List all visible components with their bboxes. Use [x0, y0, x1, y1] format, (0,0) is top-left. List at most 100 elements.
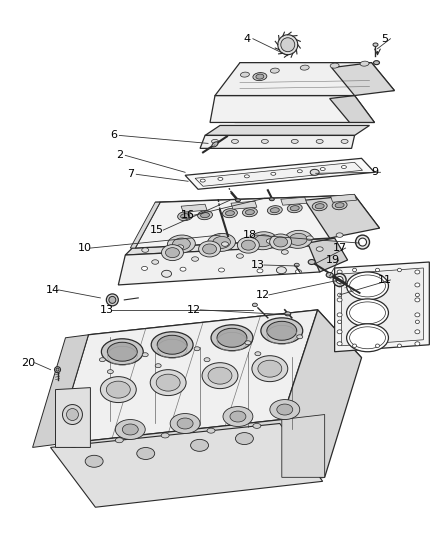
Polygon shape [308, 238, 347, 272]
Ellipse shape [347, 299, 388, 327]
Ellipse shape [177, 418, 193, 429]
Ellipse shape [397, 268, 402, 272]
Ellipse shape [255, 352, 261, 356]
Ellipse shape [162, 270, 172, 277]
Text: 20: 20 [21, 358, 36, 368]
Ellipse shape [308, 260, 315, 264]
Ellipse shape [236, 433, 253, 445]
Ellipse shape [336, 277, 343, 284]
Ellipse shape [253, 303, 257, 306]
Ellipse shape [291, 140, 298, 143]
Ellipse shape [320, 167, 325, 171]
Polygon shape [181, 204, 207, 212]
Ellipse shape [180, 214, 190, 219]
Polygon shape [55, 419, 325, 502]
Ellipse shape [99, 358, 105, 362]
Ellipse shape [237, 237, 259, 253]
Ellipse shape [336, 233, 343, 237]
Ellipse shape [261, 318, 303, 344]
Ellipse shape [157, 335, 187, 354]
Text: 16: 16 [181, 210, 195, 220]
Text: 12: 12 [187, 305, 201, 315]
Ellipse shape [310, 169, 319, 175]
Ellipse shape [106, 381, 130, 398]
Polygon shape [342, 268, 423, 346]
Ellipse shape [85, 455, 103, 467]
Ellipse shape [191, 439, 208, 451]
Polygon shape [55, 387, 90, 447]
Ellipse shape [101, 377, 136, 402]
Polygon shape [88, 310, 361, 383]
Polygon shape [130, 202, 160, 248]
Ellipse shape [236, 254, 243, 259]
Ellipse shape [337, 342, 342, 346]
Polygon shape [282, 415, 325, 478]
Ellipse shape [350, 302, 385, 324]
Text: 14: 14 [45, 285, 59, 295]
Ellipse shape [217, 328, 247, 347]
Polygon shape [118, 245, 328, 285]
Ellipse shape [415, 283, 420, 287]
Ellipse shape [300, 65, 309, 70]
Ellipse shape [415, 313, 420, 317]
Ellipse shape [306, 236, 313, 240]
Ellipse shape [338, 320, 342, 324]
Ellipse shape [250, 232, 277, 250]
Polygon shape [215, 95, 375, 123]
Ellipse shape [360, 61, 369, 66]
Ellipse shape [152, 260, 159, 264]
Text: 17: 17 [333, 243, 347, 253]
Ellipse shape [137, 448, 155, 459]
Ellipse shape [108, 342, 137, 361]
Ellipse shape [243, 208, 257, 217]
Ellipse shape [269, 198, 274, 201]
Ellipse shape [199, 241, 221, 257]
Ellipse shape [208, 233, 236, 252]
Ellipse shape [350, 327, 385, 349]
Ellipse shape [274, 237, 288, 247]
Ellipse shape [241, 240, 255, 250]
Ellipse shape [203, 244, 217, 254]
Ellipse shape [173, 238, 191, 250]
Ellipse shape [253, 72, 267, 80]
Ellipse shape [106, 294, 118, 306]
Ellipse shape [222, 208, 237, 217]
Ellipse shape [415, 270, 420, 274]
Polygon shape [33, 335, 88, 447]
Ellipse shape [416, 320, 420, 324]
Ellipse shape [277, 266, 286, 273]
Ellipse shape [297, 169, 302, 173]
Polygon shape [332, 63, 395, 95]
Ellipse shape [330, 63, 339, 68]
Ellipse shape [200, 179, 205, 182]
Polygon shape [329, 95, 375, 123]
Text: 11: 11 [378, 275, 392, 285]
Ellipse shape [267, 321, 297, 340]
Ellipse shape [297, 335, 303, 339]
Ellipse shape [341, 140, 348, 143]
Polygon shape [240, 63, 395, 91]
Ellipse shape [212, 237, 230, 248]
Ellipse shape [180, 267, 186, 271]
Ellipse shape [142, 248, 149, 252]
Ellipse shape [240, 72, 250, 77]
Ellipse shape [337, 283, 342, 287]
Ellipse shape [270, 400, 300, 419]
Text: 2: 2 [116, 150, 123, 160]
Ellipse shape [374, 61, 379, 64]
Ellipse shape [62, 405, 83, 424]
Ellipse shape [316, 140, 323, 143]
Ellipse shape [166, 248, 180, 257]
Ellipse shape [156, 374, 180, 391]
Ellipse shape [202, 362, 238, 389]
Text: 13: 13 [251, 260, 265, 270]
Ellipse shape [170, 414, 200, 433]
Ellipse shape [66, 409, 79, 421]
Ellipse shape [326, 272, 333, 278]
Ellipse shape [266, 239, 273, 244]
Ellipse shape [337, 270, 342, 274]
Ellipse shape [236, 199, 240, 201]
Ellipse shape [341, 166, 347, 168]
Text: 5: 5 [381, 34, 388, 44]
Ellipse shape [244, 175, 250, 178]
